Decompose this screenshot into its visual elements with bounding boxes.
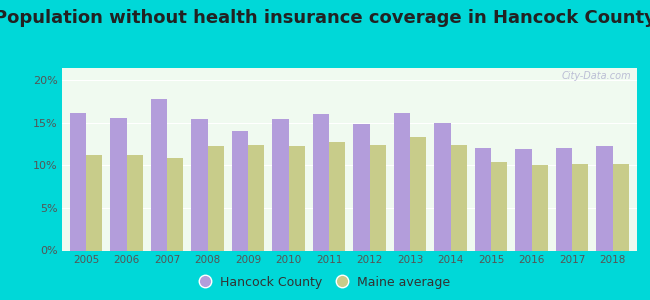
Bar [191,119,207,250]
Bar [167,158,183,250]
Bar [127,155,143,250]
Bar [410,137,426,250]
Text: Population without health insurance coverage in Hancock County: Population without health insurance cove… [0,9,650,27]
Bar [232,131,248,250]
Bar [515,149,532,250]
Bar [111,118,127,250]
Bar [70,113,86,250]
Bar [272,119,289,250]
Bar [613,164,629,250]
Bar [354,124,370,250]
Bar [597,146,613,250]
Legend: Hancock County, Maine average: Hancock County, Maine average [195,271,455,294]
Text: City-Data.com: City-Data.com [562,71,631,81]
Bar [434,123,450,250]
Bar [289,146,305,250]
Bar [572,164,588,250]
Bar [207,146,224,250]
Bar [450,145,467,250]
Bar [394,113,410,250]
Bar [313,114,329,250]
Bar [151,99,167,250]
Bar [475,148,491,250]
Bar [329,142,345,250]
Bar [248,145,265,250]
Bar [532,164,548,250]
Bar [86,155,102,250]
Bar [556,148,572,250]
Bar [491,162,508,250]
Bar [370,145,386,250]
